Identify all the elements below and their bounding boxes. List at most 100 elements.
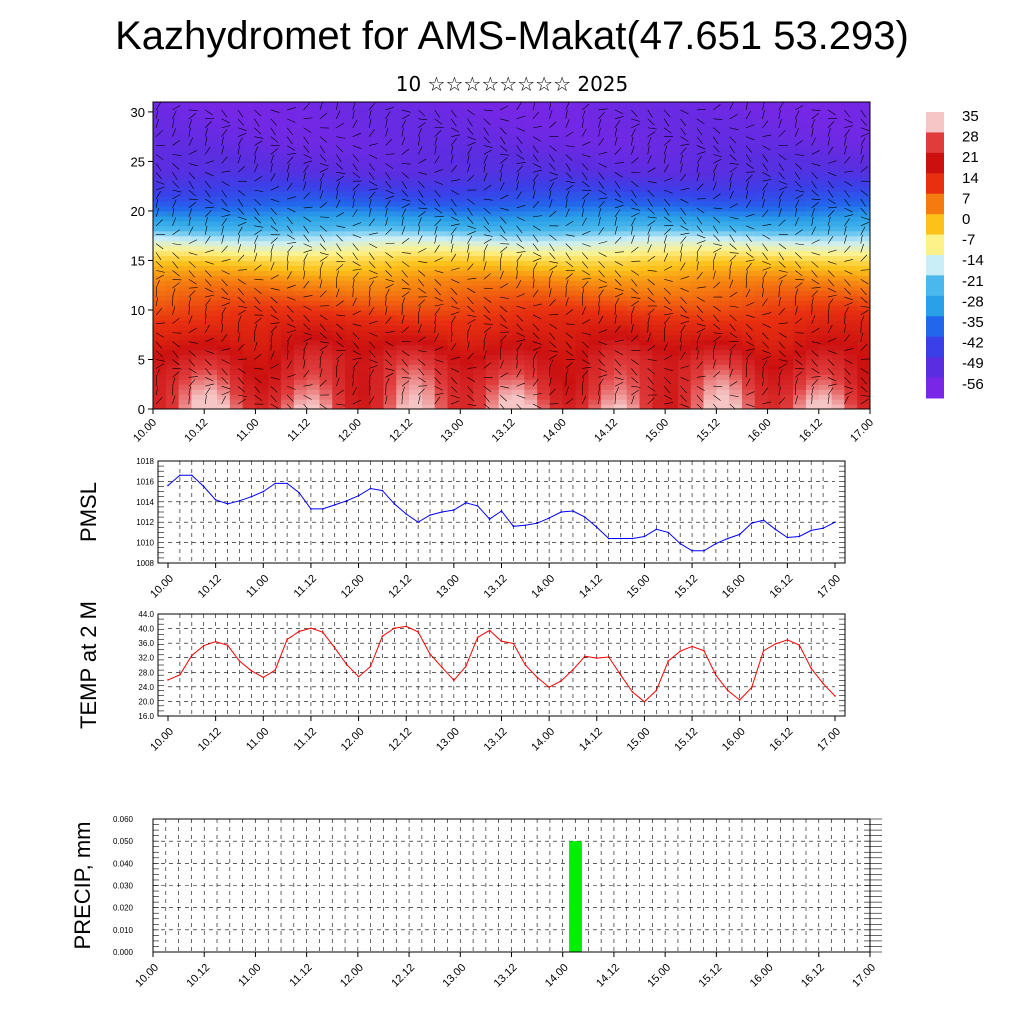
heatmap-cell bbox=[409, 215, 423, 222]
heatmap-cell bbox=[383, 186, 397, 192]
heatmap-cell bbox=[434, 166, 449, 172]
heatmap-cell bbox=[421, 384, 436, 390]
heatmap-cell bbox=[588, 339, 602, 346]
heatmap-cell bbox=[601, 220, 615, 227]
heatmap-cell bbox=[741, 369, 756, 375]
heatmap-cell bbox=[255, 404, 269, 409]
wind-vector bbox=[729, 343, 737, 351]
wind-vector bbox=[303, 145, 310, 153]
wind-vector bbox=[647, 109, 653, 118]
wind-vector bbox=[172, 317, 180, 325]
heatmap-cell bbox=[524, 176, 538, 182]
heatmap-cell bbox=[255, 210, 269, 217]
wind-vector bbox=[401, 119, 407, 128]
heatmap-cell bbox=[396, 205, 410, 212]
heatmap-cell bbox=[805, 186, 820, 192]
heatmap-cell bbox=[485, 260, 500, 267]
heatmap-cell bbox=[191, 404, 205, 409]
heatmap-cell bbox=[165, 309, 180, 316]
heatmap-cell bbox=[511, 369, 525, 375]
heatmap-cell bbox=[383, 334, 397, 341]
wind-vector bbox=[582, 332, 592, 336]
heatmap-cell bbox=[409, 349, 423, 356]
heatmap-cell bbox=[473, 151, 487, 158]
heatmap-cell bbox=[345, 369, 359, 375]
heatmap-cell bbox=[613, 280, 628, 286]
heatmap-cell bbox=[613, 111, 628, 118]
heatmap-cell bbox=[857, 374, 870, 380]
wind-vector bbox=[450, 377, 458, 385]
heatmap-cell bbox=[741, 225, 756, 232]
heatmap-cell bbox=[178, 196, 193, 202]
heatmap-cell bbox=[268, 384, 282, 390]
wind-vector bbox=[827, 377, 837, 382]
heatmap-cell bbox=[229, 319, 244, 326]
heatmap-cell bbox=[729, 305, 743, 311]
heatmap-cell bbox=[652, 290, 666, 296]
heatmap-cell bbox=[383, 245, 397, 252]
wind-vector bbox=[450, 118, 457, 127]
wind-vector bbox=[237, 343, 245, 351]
wind-vector bbox=[581, 281, 589, 289]
wind-vector bbox=[352, 310, 361, 316]
heatmap-cell bbox=[639, 151, 653, 158]
heatmap-cell bbox=[370, 126, 385, 133]
heatmap-cell bbox=[639, 186, 653, 192]
wind-vector bbox=[746, 259, 755, 262]
wind-vector bbox=[254, 264, 262, 271]
wind-vector bbox=[237, 358, 248, 360]
heatmap-cell bbox=[434, 121, 449, 128]
heatmap-cell bbox=[805, 136, 820, 143]
heatmap-cell bbox=[613, 260, 628, 267]
heatmap-cell bbox=[204, 161, 218, 167]
heatmap-cell bbox=[229, 280, 244, 286]
heatmap-cell bbox=[511, 235, 525, 242]
heatmap-cell bbox=[754, 220, 769, 227]
heatmap-cell bbox=[844, 344, 858, 351]
heatmap-cell bbox=[690, 275, 705, 281]
heatmap-cell bbox=[716, 161, 730, 167]
wind-vector bbox=[516, 181, 519, 191]
heatmap-cell bbox=[537, 265, 551, 271]
wind-vector bbox=[450, 165, 457, 173]
heatmap-cell bbox=[306, 384, 321, 390]
heatmap-cell bbox=[626, 379, 641, 385]
heatmap-cell bbox=[178, 384, 193, 390]
wind-vector bbox=[286, 136, 293, 145]
heatmap-cell bbox=[165, 270, 180, 276]
heatmap-cell bbox=[716, 364, 730, 370]
heatmap-cell bbox=[677, 300, 692, 306]
wind-vector bbox=[418, 189, 424, 198]
wind-vector bbox=[450, 287, 458, 296]
heatmap-cell bbox=[498, 319, 513, 326]
wind-vector bbox=[499, 181, 505, 191]
heatmap-cell bbox=[844, 250, 858, 257]
wind-vector bbox=[762, 377, 764, 387]
heatmap-cell bbox=[588, 329, 602, 336]
heatmap-cell bbox=[485, 309, 500, 316]
heatmap-cell bbox=[562, 285, 577, 291]
wind-vector bbox=[270, 127, 276, 136]
wind-vector bbox=[598, 359, 605, 367]
heatmap-cell bbox=[626, 374, 641, 380]
heatmap-cell bbox=[767, 399, 781, 405]
heatmap-cell bbox=[447, 285, 461, 291]
heatmap-cell bbox=[754, 329, 769, 336]
heatmap-cell bbox=[153, 389, 167, 395]
heatmap-cell bbox=[601, 280, 615, 286]
wind-vector bbox=[663, 216, 672, 223]
wind-vector bbox=[303, 136, 309, 145]
wind-vector bbox=[450, 227, 457, 235]
heatmap-cell bbox=[601, 171, 615, 177]
wind-vector bbox=[188, 379, 196, 387]
heatmap-cell bbox=[485, 349, 500, 356]
heatmap-cell bbox=[255, 344, 269, 351]
wind-vector bbox=[450, 189, 460, 195]
wind-vector bbox=[696, 155, 702, 164]
heatmap-cell bbox=[805, 309, 820, 316]
heatmap-cell bbox=[652, 106, 666, 113]
heatmap-cell bbox=[793, 300, 807, 306]
heatmap-cell bbox=[537, 186, 551, 192]
wind-vector bbox=[631, 323, 634, 333]
heatmap-cell bbox=[767, 275, 781, 281]
